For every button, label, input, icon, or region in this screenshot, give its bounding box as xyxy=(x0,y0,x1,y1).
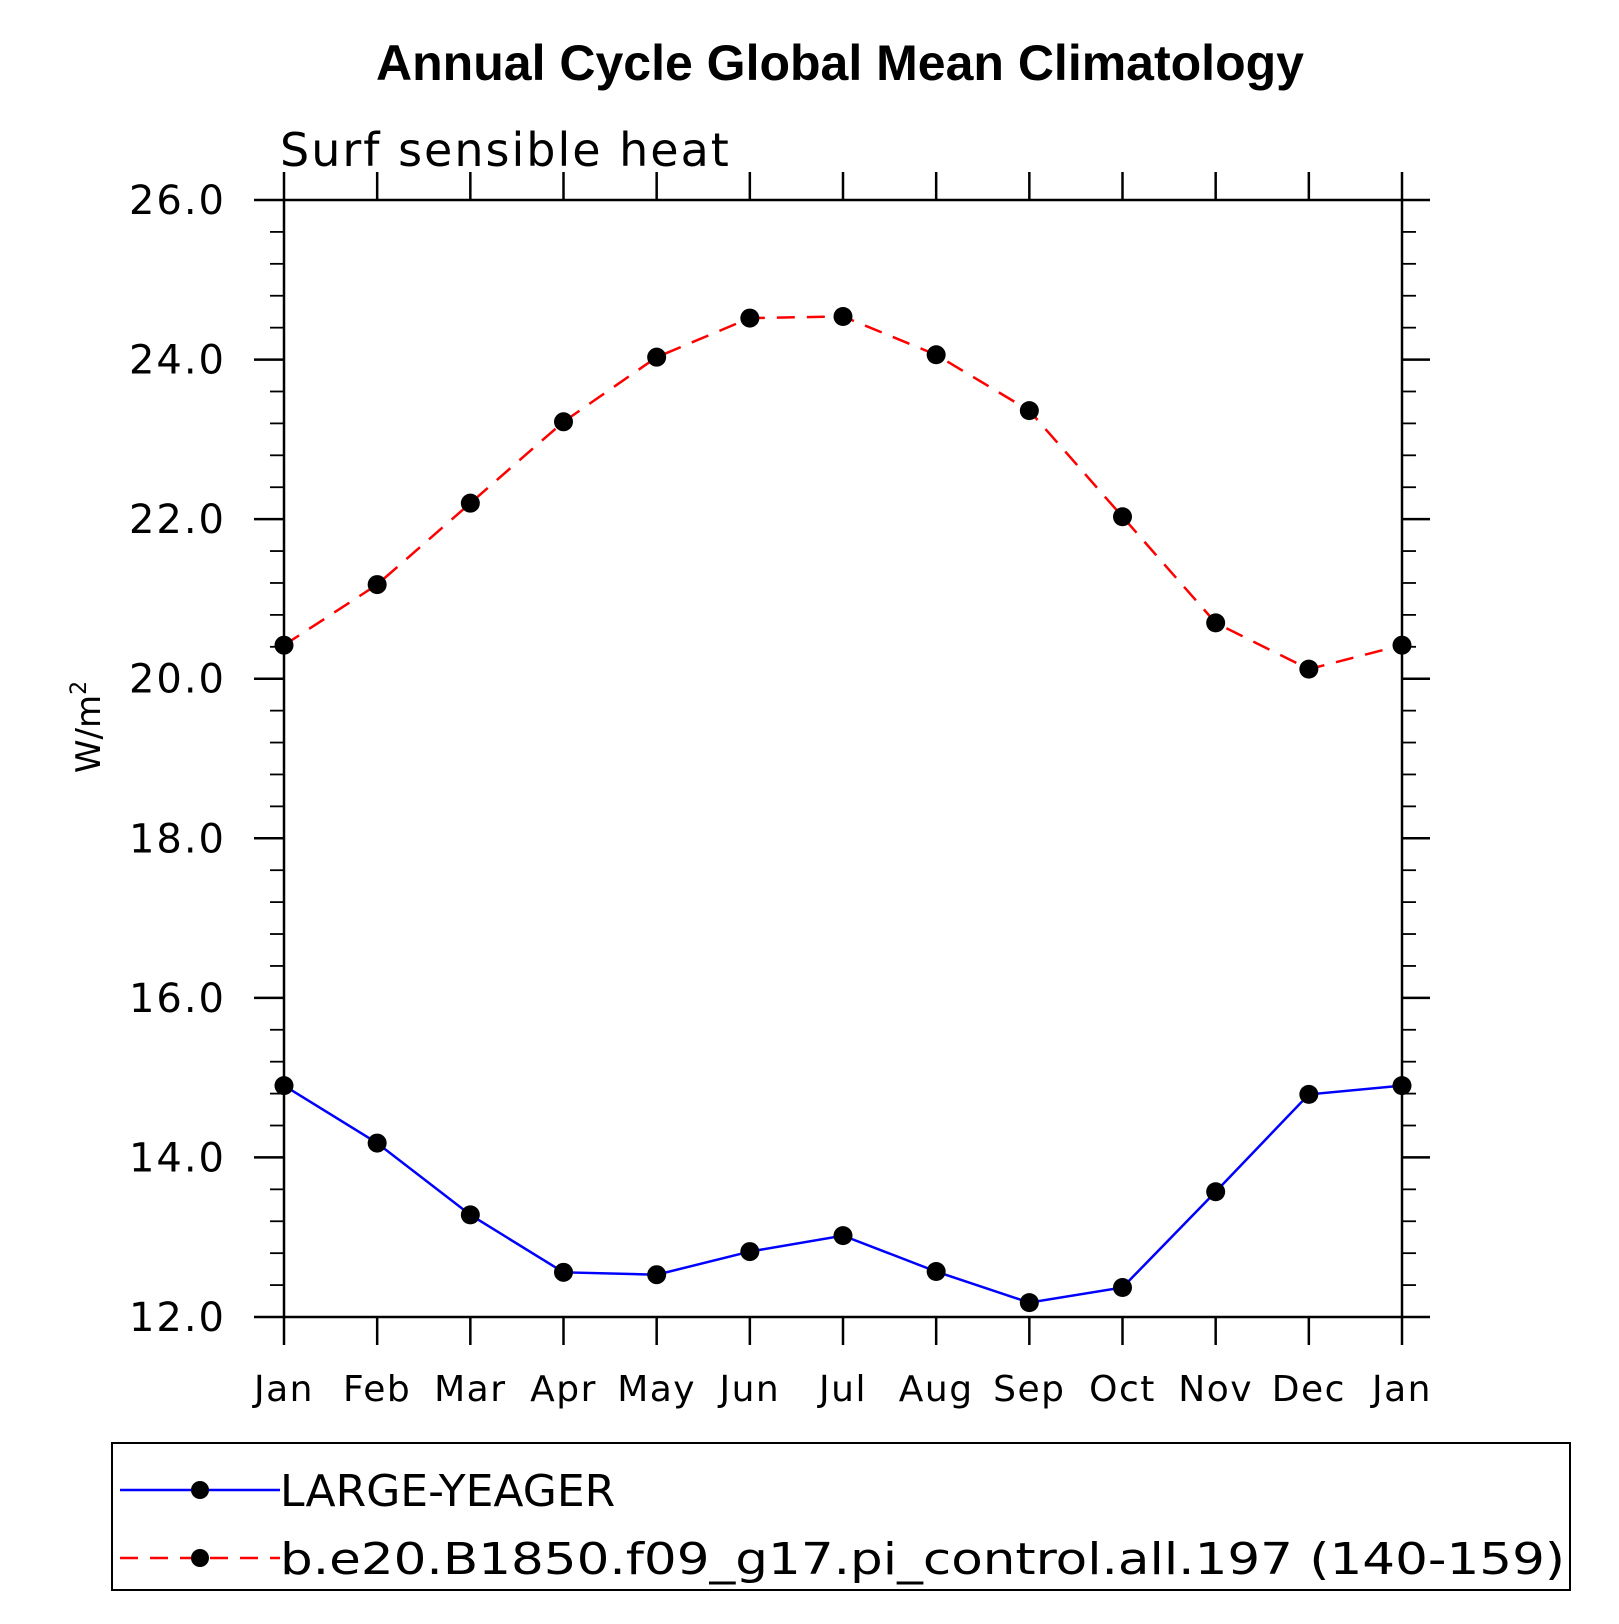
legend-marker-control xyxy=(191,1549,209,1567)
legend: LARGE-YEAGER b.e20.B1850.f09_g17.pi_cont… xyxy=(111,1442,1571,1591)
series-1-point xyxy=(1392,635,1412,655)
series-1-point xyxy=(274,635,294,655)
y-tick-label: 26.0 xyxy=(129,178,226,224)
series-0-point xyxy=(1299,1084,1319,1104)
x-axis-ticks: Jan Feb Mar Apr May Jun Jul Aug Sep Oct Nov Dec Jan xyxy=(252,172,1432,1410)
series-0-point xyxy=(460,1205,480,1225)
x-tick-label: Sep xyxy=(993,1369,1065,1410)
series-1-point xyxy=(1019,401,1039,421)
y-tick-label: 22.0 xyxy=(129,497,226,543)
minor-ticks xyxy=(270,231,1416,1286)
chart-subtitle: Surf sensible heat xyxy=(280,123,731,177)
y-axis-label-base: W/m xyxy=(69,695,109,773)
x-tick-label: Dec xyxy=(1272,1369,1346,1410)
series-1-point xyxy=(1206,613,1226,633)
series-1-point xyxy=(1113,507,1132,527)
series-1-point xyxy=(1299,659,1319,679)
series-1-point xyxy=(554,412,573,432)
series-1 xyxy=(274,306,1412,679)
x-tick-label: Oct xyxy=(1089,1369,1156,1410)
x-tick-label: Jan xyxy=(1370,1369,1432,1410)
series-1-point xyxy=(460,493,480,513)
series-0-point xyxy=(1206,1182,1226,1202)
legend-marker-large-yeager xyxy=(191,1481,209,1499)
x-tick-label: Jul xyxy=(817,1369,867,1410)
legend-label-large-yeager: LARGE-YEAGER xyxy=(280,1466,615,1517)
x-tick-label: Nov xyxy=(1178,1369,1253,1410)
series-0-point xyxy=(274,1076,294,1096)
legend-label-control: b.e20.B1850.f09_g17.pi_control.all.197 (… xyxy=(280,1534,1565,1585)
series-1-point xyxy=(367,575,387,595)
x-tick-label: Aug xyxy=(899,1369,974,1410)
series-0-point xyxy=(367,1133,387,1153)
y-axis-label: W/m2 xyxy=(67,681,109,773)
series-0-point xyxy=(926,1262,946,1282)
x-tick-label: Jun xyxy=(717,1369,780,1410)
chart-title: Annual Cycle Global Mean Climatology xyxy=(376,35,1304,91)
x-tick-label: May xyxy=(617,1369,696,1410)
series-1-point xyxy=(926,345,946,365)
y-tick-label: 24.0 xyxy=(129,338,226,384)
series-1-point xyxy=(833,306,853,326)
x-tick-label: Feb xyxy=(343,1369,411,1410)
x-tick-label: Apr xyxy=(530,1369,597,1410)
series-1-point xyxy=(647,347,667,367)
y-tick-label: 14.0 xyxy=(129,1135,226,1181)
y-tick-label: 12.0 xyxy=(129,1295,226,1341)
y-axis-label-superscript: 2 xyxy=(67,681,92,695)
series-0-point xyxy=(554,1262,573,1282)
series-0-point xyxy=(1019,1293,1039,1313)
series-0-point xyxy=(740,1242,760,1262)
series-0-point xyxy=(647,1265,667,1285)
y-tick-label: 16.0 xyxy=(129,976,226,1022)
y-axis-ticks: 12.0 14.0 16.0 18.0 20.0 22.0 24.0 26.0 xyxy=(129,178,1430,1341)
series-0 xyxy=(274,1076,1412,1313)
series-0-point xyxy=(1392,1076,1412,1096)
y-tick-label: 18.0 xyxy=(129,816,226,862)
series-layer xyxy=(274,306,1412,1313)
x-tick-label: Mar xyxy=(434,1369,506,1410)
series-1-point xyxy=(740,308,760,328)
legend-box xyxy=(111,1442,1571,1591)
series-0-point xyxy=(1113,1277,1132,1297)
x-tick-label: Jan xyxy=(252,1369,314,1410)
y-tick-label: 20.0 xyxy=(129,657,226,703)
series-0-point xyxy=(833,1226,853,1246)
